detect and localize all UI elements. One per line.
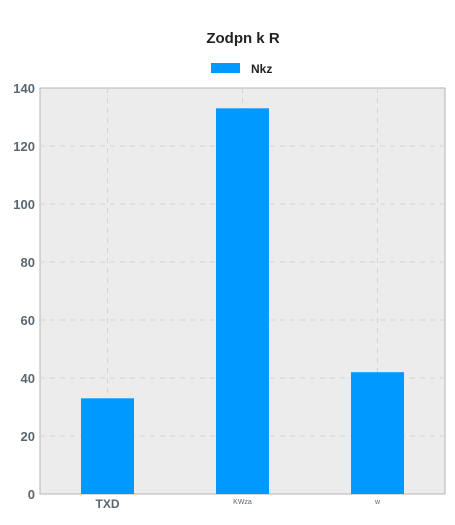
chart-title: Zodpn k R [206, 30, 279, 47]
y-tick-label: 120 [13, 139, 35, 154]
legend-label-nkz: Nkz [251, 62, 272, 76]
x-tick-label: KWza [233, 499, 252, 506]
legend: Nkz [211, 62, 272, 76]
legend-swatch [211, 63, 240, 73]
y-tick-label: 100 [13, 197, 35, 212]
y-tick-label: 0 [28, 487, 35, 502]
x-tick-label: TXD [96, 497, 120, 511]
bars [81, 108, 404, 495]
y-tick-label: 80 [21, 255, 35, 270]
bar-w [351, 372, 404, 494]
x-tick-label: w [374, 499, 381, 506]
y-tick-label: 20 [21, 429, 35, 444]
y-tick-label: 40 [21, 371, 35, 386]
y-tick-label: 140 [13, 81, 35, 96]
bar-txd [81, 398, 134, 494]
bar-kwza [216, 108, 269, 495]
y-axis-ticks: 0 20 40 60 80 100 120 140 [13, 81, 35, 502]
y-tick-label: 60 [21, 313, 35, 328]
x-axis-ticks: TXD KWza w [96, 497, 381, 511]
